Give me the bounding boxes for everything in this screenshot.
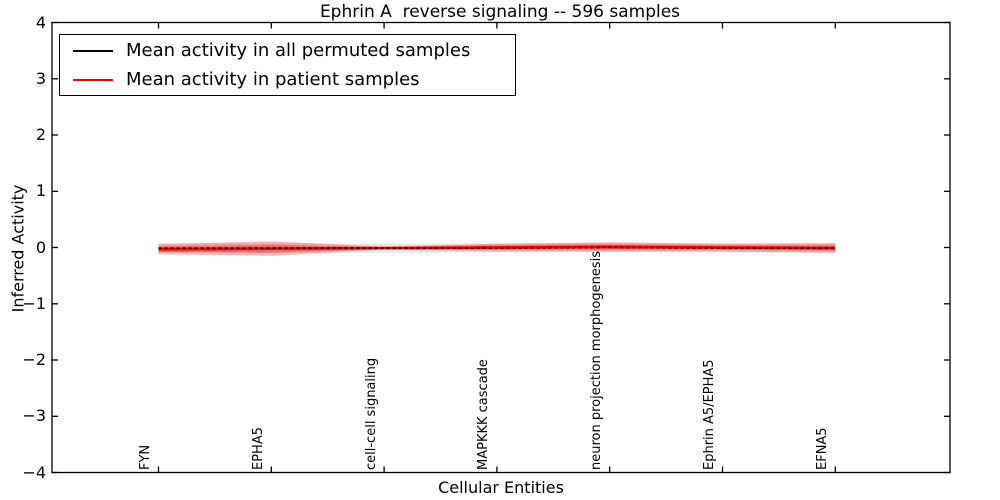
x-axis-label: Cellular Entities [438,478,564,497]
y-tick-label: −3 [22,406,46,426]
permuted-mean-line [158,246,836,249]
x-category-label: neuron projection morphogenesis [589,251,605,470]
y-tick-label: 4 [35,12,46,32]
x-category-label: FYN [138,444,153,470]
permuted-line-sample [73,49,113,52]
y-tick-label: 0 [35,237,46,257]
y-tick-label: 3 [35,68,46,88]
y-tick-label: 2 [35,125,46,144]
patient-line-sample [73,78,113,81]
legend-label-patient: Mean activity in patient samples [126,69,420,90]
legend-item-permuted: Mean activity in all permuted samples [60,37,515,64]
x-category-label: EPHA5 [250,427,266,470]
x-category-label: MAPKKK cascade [476,359,492,470]
y-tick-label: −1 [22,293,46,313]
legend: Mean activity in all permuted samples Me… [59,34,516,96]
y-tick-label: 1 [35,181,46,201]
x-category-label: Ephrin A5/EPHA5 [702,359,717,470]
y-tick-label: −2 [22,350,46,369]
chart-title: Ephrin A reverse signaling -- 596 sample… [319,2,681,22]
y-tick-label: −4 [22,462,46,482]
x-category-label: EFNA5 [814,427,830,470]
legend-item-patient: Mean activity in patient samples [60,66,515,93]
x-category-label: cell-cell signaling [363,357,379,470]
legend-label-permuted: Mean activity in all permuted samples [126,40,471,61]
